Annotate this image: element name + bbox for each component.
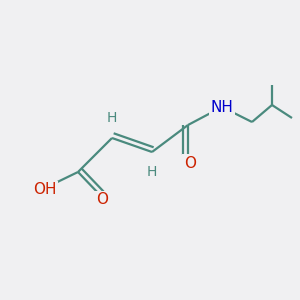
- Text: O: O: [184, 155, 196, 170]
- Text: H: H: [147, 165, 157, 179]
- Text: OH: OH: [33, 182, 57, 197]
- Text: O: O: [96, 193, 108, 208]
- Text: NH: NH: [211, 100, 233, 115]
- Text: H: H: [107, 111, 117, 125]
